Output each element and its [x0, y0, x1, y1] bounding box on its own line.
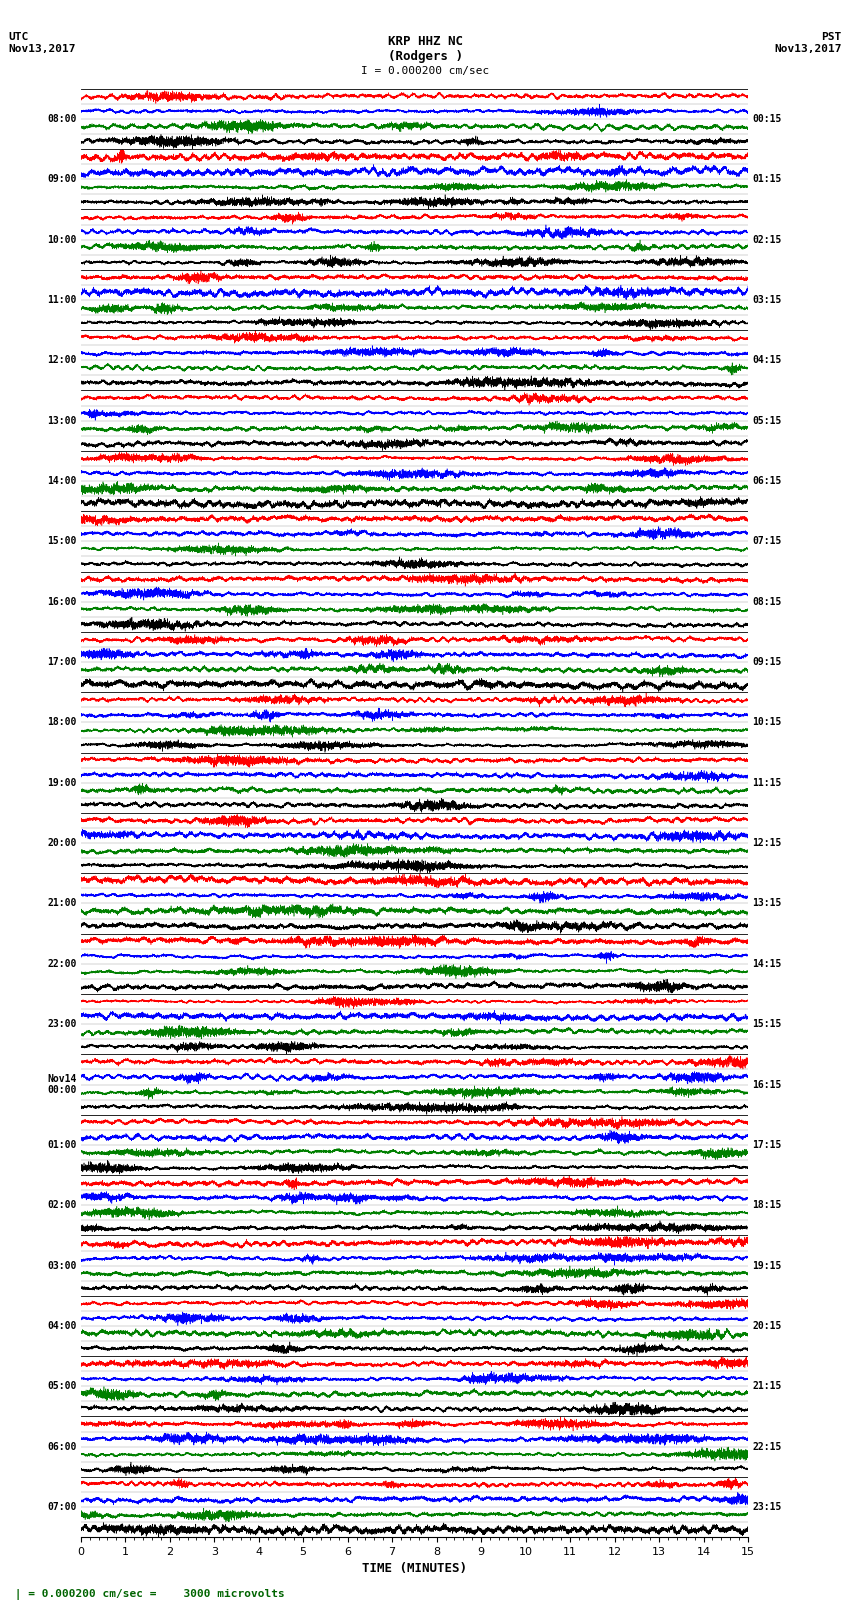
Text: PST
Nov13,2017: PST Nov13,2017 — [774, 32, 842, 53]
Text: 01:00: 01:00 — [47, 1140, 76, 1150]
Text: 05:15: 05:15 — [752, 416, 782, 426]
Text: 07:15: 07:15 — [752, 537, 782, 547]
Text: 08:15: 08:15 — [752, 597, 782, 606]
Text: 19:15: 19:15 — [752, 1261, 782, 1271]
Text: 10:15: 10:15 — [752, 718, 782, 727]
Text: 23:15: 23:15 — [752, 1502, 782, 1511]
Text: 22:15: 22:15 — [752, 1442, 782, 1452]
Text: 21:15: 21:15 — [752, 1381, 782, 1392]
Text: | = 0.000200 cm/sec =    3000 microvolts: | = 0.000200 cm/sec = 3000 microvolts — [8, 1589, 286, 1600]
Text: 02:15: 02:15 — [752, 234, 782, 245]
Text: 18:15: 18:15 — [752, 1200, 782, 1210]
Text: 13:00: 13:00 — [47, 416, 76, 426]
Text: 08:00: 08:00 — [47, 115, 76, 124]
Text: 16:15: 16:15 — [752, 1079, 782, 1089]
Text: 19:00: 19:00 — [47, 777, 76, 787]
Text: 15:15: 15:15 — [752, 1019, 782, 1029]
Text: 13:15: 13:15 — [752, 898, 782, 908]
Text: 17:00: 17:00 — [47, 656, 76, 668]
Text: 12:15: 12:15 — [752, 839, 782, 848]
Text: 04:00: 04:00 — [47, 1321, 76, 1331]
Text: 16:00: 16:00 — [47, 597, 76, 606]
Text: 21:00: 21:00 — [47, 898, 76, 908]
Text: 02:00: 02:00 — [47, 1200, 76, 1210]
X-axis label: TIME (MINUTES): TIME (MINUTES) — [362, 1563, 467, 1576]
Text: (Rodgers ): (Rodgers ) — [388, 50, 462, 63]
Text: 20:00: 20:00 — [47, 839, 76, 848]
Text: 01:15: 01:15 — [752, 174, 782, 184]
Text: 09:00: 09:00 — [47, 174, 76, 184]
Text: 11:00: 11:00 — [47, 295, 76, 305]
Text: 10:00: 10:00 — [47, 234, 76, 245]
Text: I = 0.000200 cm/sec: I = 0.000200 cm/sec — [361, 66, 489, 76]
Text: Nov14
00:00: Nov14 00:00 — [47, 1074, 76, 1095]
Text: 18:00: 18:00 — [47, 718, 76, 727]
Text: 06:00: 06:00 — [47, 1442, 76, 1452]
Text: 11:15: 11:15 — [752, 777, 782, 787]
Text: KRP HHZ NC: KRP HHZ NC — [388, 35, 462, 48]
Text: 22:00: 22:00 — [47, 958, 76, 969]
Text: 04:15: 04:15 — [752, 355, 782, 365]
Text: UTC
Nov13,2017: UTC Nov13,2017 — [8, 32, 76, 53]
Text: 15:00: 15:00 — [47, 537, 76, 547]
Text: 14:15: 14:15 — [752, 958, 782, 969]
Text: 07:00: 07:00 — [47, 1502, 76, 1511]
Text: 23:00: 23:00 — [47, 1019, 76, 1029]
Text: 09:15: 09:15 — [752, 656, 782, 668]
Text: 00:15: 00:15 — [752, 115, 782, 124]
Text: 03:00: 03:00 — [47, 1261, 76, 1271]
Text: 14:00: 14:00 — [47, 476, 76, 486]
Text: 06:15: 06:15 — [752, 476, 782, 486]
Text: 17:15: 17:15 — [752, 1140, 782, 1150]
Text: 05:00: 05:00 — [47, 1381, 76, 1392]
Text: 12:00: 12:00 — [47, 355, 76, 365]
Text: 03:15: 03:15 — [752, 295, 782, 305]
Text: 20:15: 20:15 — [752, 1321, 782, 1331]
